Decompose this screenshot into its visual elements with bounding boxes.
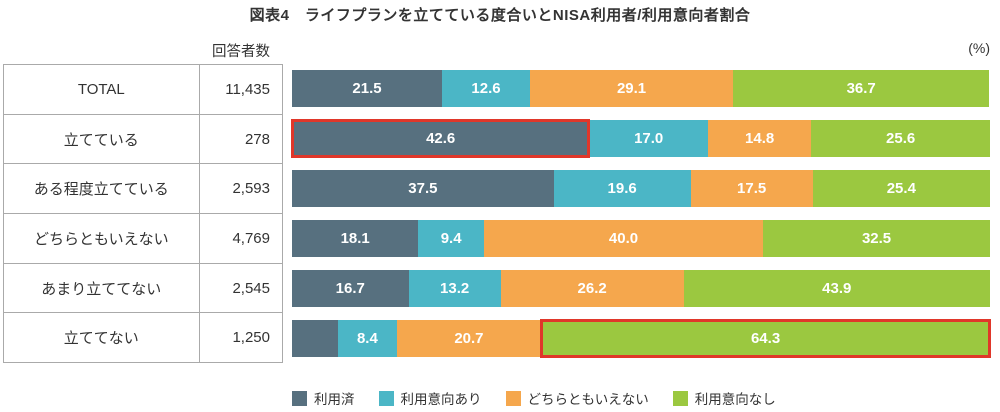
legend-item: 利用意向あり [378, 388, 482, 408]
table-row: 立ててない 1,250 [4, 312, 282, 363]
legend-swatch-icon [505, 390, 521, 406]
bar-segment: 14.8 [708, 120, 812, 158]
bar-segment: 17.5 [690, 170, 813, 208]
category-label: ある程度立てている [33, 181, 169, 199]
bar-segment: 18.1 [292, 219, 419, 257]
bar-value-label: 8.4 [356, 329, 378, 347]
bar-value-label: 25.6 [886, 130, 916, 148]
bar-segment: 29.1 [530, 70, 734, 108]
bar-row: 8.4 20.7 64.3 [292, 313, 991, 363]
table-row: ある程度立てている 2,593 [4, 163, 282, 214]
bar-segment: 13.2 [408, 269, 501, 307]
bar-segment: 25.6 [811, 120, 990, 158]
category-label: 立ててない [63, 330, 139, 348]
bar-segment: 37.5 [292, 170, 554, 208]
bar-value-label: 13.2 [440, 279, 470, 297]
bar-value-label: 20.7 [454, 329, 484, 347]
bar-segment: 26.2 [500, 269, 684, 307]
category-table: TOTAL 11,435 立てている 278 ある程度立てている 2,593 ど… [3, 64, 283, 363]
bar-segment: 32.5 [763, 219, 990, 257]
legend-item: 利用済 [292, 388, 355, 408]
respondent-count: 278 [198, 114, 282, 164]
bar-value-label: 64.3 [750, 329, 781, 347]
bar-segment: 40.0 [483, 219, 764, 257]
legend-label: 利用意向あり [400, 392, 482, 407]
respondent-count: 11,435 [198, 65, 282, 114]
bar-value-label: 12.6 [471, 80, 501, 98]
table-row: どちらともいえない 4,769 [4, 213, 282, 263]
category-label: 立てている [63, 131, 139, 149]
chart-title: 図表4 ライフプランを立てている度合いとNISA利用者/利用意向者割合 [249, 7, 751, 24]
bar-row: 21.5 12.6 29.1 36.7 [292, 64, 990, 114]
legend-swatch-icon [292, 390, 307, 406]
stacked-bar: 18.1 9.4 40.0 32.5 [292, 219, 990, 257]
legend-swatch-icon [672, 390, 688, 406]
bar-value-label: 37.5 [408, 180, 438, 198]
bar-value-label: 21.5 [352, 80, 382, 98]
bar-value-label: 17.0 [634, 130, 664, 148]
bar-value-label: 17.5 [737, 180, 767, 198]
bar-segment: 21.5 [292, 70, 443, 108]
category-label: あまり立ててない [41, 280, 162, 298]
bar-segment: 19.6 [553, 170, 691, 208]
bar-value-label: 14.8 [745, 130, 775, 148]
bar-segment: 17.0 [589, 120, 708, 158]
bar-value-label: 25.4 [886, 180, 916, 198]
percent-unit-label: (%) [968, 40, 990, 56]
respondent-count: 1,250 [198, 313, 282, 363]
legend-label: 利用意向なし [694, 392, 776, 407]
bar-segment: 36.7 [733, 70, 990, 108]
bar-value-label: 42.6 [426, 130, 456, 148]
bar-segment: 20.7 [396, 319, 542, 357]
bar-segment: 12.6 [442, 70, 530, 108]
respondent-count: 2,593 [198, 164, 282, 214]
table-row: TOTAL 11,435 [4, 65, 282, 114]
legend-item: 利用意向なし [672, 388, 776, 408]
respondent-count: 2,545 [198, 263, 282, 313]
legend-label: どちらともいえない [527, 392, 649, 407]
bar-segment: 43.9 [683, 269, 990, 307]
stacked-bar: 21.5 12.6 29.1 36.7 [292, 70, 990, 108]
bars-area: 21.5 12.6 29.1 36.7 42.6 17.0 14.8 [290, 64, 991, 363]
respondent-count: 4,769 [198, 214, 282, 263]
legend-item: どちらともいえない [505, 388, 649, 408]
bar-value-label: 26.2 [577, 279, 607, 297]
bar-value-label: 9.4 [440, 229, 462, 247]
stacked-bar: 8.4 20.7 64.3 [292, 318, 991, 358]
table-row: あまり立ててない 2,545 [4, 262, 282, 313]
bar-value-label: 29.1 [616, 80, 647, 98]
bar-value-label: 16.7 [335, 279, 365, 297]
respondent-count-header: 回答者数 [212, 44, 270, 60]
bar-row: 37.5 19.6 17.5 25.4 [292, 164, 990, 214]
stacked-bar: 16.7 13.2 26.2 43.9 [292, 269, 990, 307]
category-label: TOTAL [77, 80, 125, 98]
stacked-bar: 37.5 19.6 17.5 25.4 [292, 170, 990, 208]
bar-row: 16.7 13.2 26.2 43.9 [292, 263, 990, 313]
legend-label: 利用済 [314, 392, 355, 407]
stacked-bar: 42.6 17.0 14.8 25.6 [290, 119, 990, 159]
category-label: どちらともいえない [33, 230, 169, 248]
bar-segment: 8.4 [338, 319, 397, 357]
legend: 利用済 利用意向あり どちらともいえない 利用意向なし [292, 388, 776, 408]
bar-value-label: 36.7 [846, 80, 876, 98]
bar-segment: 16.7 [292, 269, 409, 307]
bar-value-label: 32.5 [861, 229, 892, 247]
bar-row: 42.6 17.0 14.8 25.6 [290, 114, 990, 164]
bar-row: 18.1 9.4 40.0 32.5 [292, 213, 990, 263]
bar-value-label: 18.1 [340, 229, 370, 247]
bar-value-label: 19.6 [607, 180, 637, 198]
table-row: 立てている 278 [4, 113, 282, 164]
bar-segment: 25.4 [812, 170, 990, 208]
legend-swatch-icon [378, 390, 394, 406]
bar-segment [292, 319, 339, 357]
bar-segment: 9.4 [418, 219, 484, 257]
bar-segment: 64.3 [540, 318, 991, 358]
bar-value-label: 43.9 [822, 279, 852, 297]
bar-value-label: 40.0 [608, 229, 639, 247]
bar-segment: 42.6 [290, 119, 591, 159]
